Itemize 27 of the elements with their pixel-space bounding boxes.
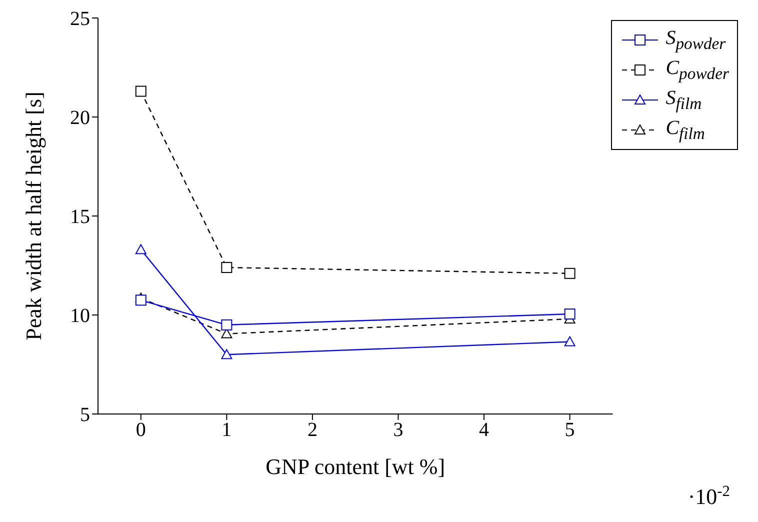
legend-label: S$_{film}$ (666, 86, 702, 114)
legend-label: C$_{film}$ (666, 116, 705, 144)
y-tick-label: 5 (80, 404, 90, 426)
y-tick-label: 10 (70, 305, 90, 328)
point (564, 336, 576, 346)
x-tick-label: 5 (564, 419, 575, 442)
point (135, 86, 146, 97)
point (135, 244, 146, 254)
legend-label: C$_{powder}$ (666, 56, 729, 84)
y-tick-label: 25 (70, 8, 90, 30)
y-axis-title: Peak width at half height [s] (20, 92, 46, 340)
legend-label: S$_{powder}$ (666, 26, 726, 54)
point (564, 308, 576, 320)
x-tick-label: 4 (479, 419, 490, 442)
point (221, 262, 232, 273)
x-tick-label: 0 (136, 419, 146, 442)
point (221, 349, 232, 360)
x-tick-label: 2 (307, 419, 318, 442)
text: ·10$^{-2}$ (688, 482, 730, 509)
x-tick-label: 3 (393, 419, 404, 442)
y-tick-label: 15 (70, 206, 90, 228)
point (135, 294, 146, 306)
point (221, 319, 232, 330)
y-tick-label: 20 (70, 107, 90, 130)
x-tick-label: 1 (222, 419, 232, 442)
x-axis-title: GNP content [wt %] (266, 454, 446, 479)
point (564, 268, 576, 279)
